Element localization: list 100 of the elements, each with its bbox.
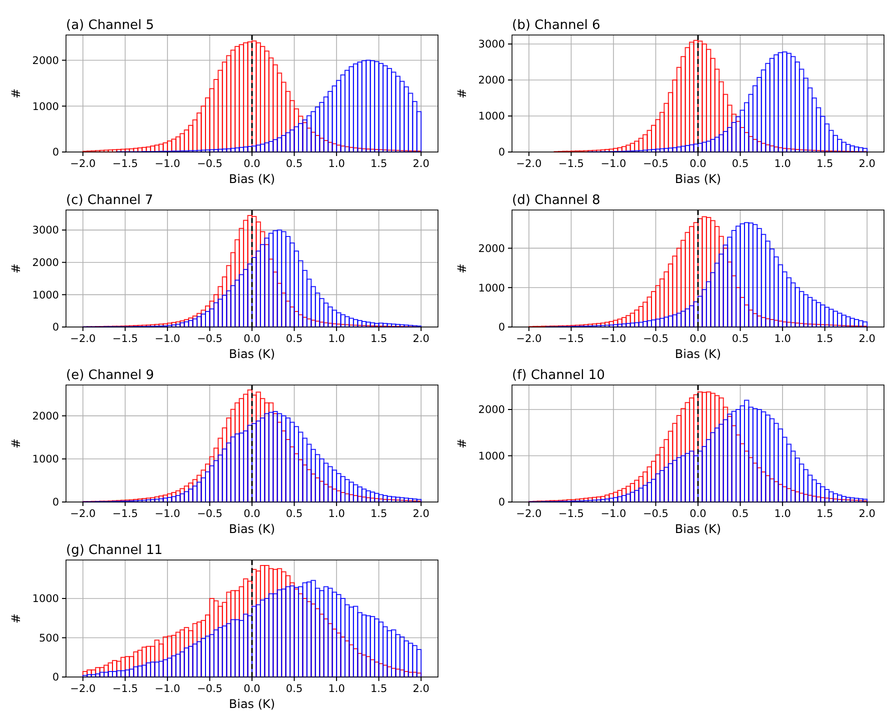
x-tick-label: −0.5 (642, 333, 668, 345)
x-tick-label: −0.5 (642, 158, 668, 170)
x-tick-label: 1.5 (816, 508, 834, 520)
x-tick-label: −0.5 (196, 508, 222, 520)
x-tick-label: −1.5 (112, 158, 138, 170)
x-tick-label: 2.0 (858, 508, 876, 520)
x-tick-label: 0.5 (732, 158, 749, 170)
x-tick-label: 0.0 (244, 333, 260, 345)
x-tick-label: 0.5 (286, 158, 303, 170)
x-tick-label: 2.0 (412, 508, 430, 520)
chart-title: (f) Channel 10 (512, 368, 605, 383)
x-tick-label: 1.0 (328, 683, 345, 695)
y-axis-title: # (455, 438, 469, 449)
y-tick-label: 0 (52, 496, 59, 509)
x-axis-title: Bias (K) (674, 522, 722, 536)
x-tick-label: 1.5 (370, 158, 388, 170)
x-tick-label: −2.0 (516, 333, 542, 345)
y-axis-title: # (455, 88, 469, 99)
chart-title: (b) Channel 6 (512, 18, 600, 33)
x-tick-label: −2.0 (516, 508, 542, 520)
y-tick-label: 1000 (478, 110, 505, 123)
y-axis-title: # (9, 613, 23, 624)
x-tick-label: 2.0 (858, 333, 876, 345)
y-tick-label: 500 (38, 632, 59, 644)
x-tick-label: 0.5 (286, 683, 303, 695)
x-axis-title: Bias (K) (674, 172, 722, 186)
y-tick-label: 2000 (478, 404, 505, 416)
x-tick-label: −1.5 (558, 508, 584, 520)
y-tick-label: 1000 (32, 100, 59, 113)
x-tick-label: 1.0 (774, 508, 791, 520)
x-tick-label: −1.0 (154, 333, 180, 345)
x-tick-label: −1.0 (600, 333, 626, 345)
y-tick-label: 1000 (32, 289, 59, 302)
x-tick-label: 0.0 (690, 508, 706, 520)
x-tick-label: 0.0 (244, 683, 260, 695)
x-tick-label: −2.0 (70, 683, 96, 695)
x-tick-label: 0.5 (286, 508, 303, 520)
x-tick-label: 1.5 (816, 158, 834, 170)
x-tick-label: 2.0 (412, 683, 430, 695)
x-tick-label: −1.5 (558, 333, 584, 345)
chart-title: (g) Channel 11 (66, 543, 163, 558)
x-tick-label: −1.5 (112, 683, 138, 695)
x-axis-title: Bias (K) (228, 347, 276, 361)
y-tick-label: 0 (52, 322, 59, 334)
x-tick-label: −0.5 (642, 508, 668, 520)
x-tick-label: −1.5 (558, 158, 584, 170)
x-tick-label: −1.0 (154, 158, 180, 170)
y-tick-label: 2000 (32, 410, 59, 422)
x-tick-label: 2.0 (412, 333, 430, 345)
x-tick-label: −2.0 (70, 158, 96, 170)
x-tick-label: −2.0 (70, 333, 96, 345)
x-tick-label: −1.5 (112, 508, 138, 520)
x-tick-label: 1.0 (328, 508, 345, 520)
x-tick-label: −0.5 (196, 683, 222, 695)
y-axis-title: # (455, 263, 469, 274)
x-tick-label: 1.5 (370, 508, 388, 520)
x-axis-title: Bias (K) (228, 172, 276, 186)
y-axis-title: # (9, 88, 23, 99)
y-tick-label: 0 (52, 672, 59, 684)
chart-title: (c) Channel 7 (66, 193, 154, 208)
x-tick-label: 2.0 (858, 158, 876, 170)
y-tick-label: 3000 (478, 38, 505, 51)
x-tick-label: −1.0 (154, 508, 180, 520)
x-tick-label: 1.5 (816, 333, 834, 345)
y-tick-label: 1000 (478, 450, 505, 462)
x-tick-label: −1.5 (112, 333, 138, 345)
x-tick-label: 0.0 (244, 158, 260, 170)
x-tick-label: −2.0 (516, 158, 542, 170)
x-tick-label: 1.5 (370, 333, 388, 345)
x-tick-label: −0.5 (196, 158, 222, 170)
x-tick-label: −1.0 (154, 683, 180, 695)
x-axis-title: Bias (K) (674, 347, 722, 361)
x-tick-label: 1.0 (328, 158, 345, 170)
x-tick-label: 1.0 (774, 158, 791, 170)
x-tick-label: 0.0 (690, 158, 706, 170)
y-tick-label: 1000 (32, 454, 59, 466)
x-tick-label: 1.0 (328, 333, 345, 345)
chart-title: (e) Channel 9 (66, 368, 154, 383)
x-tick-label: 0.0 (244, 508, 260, 520)
y-tick-label: 0 (52, 146, 59, 159)
x-tick-label: −1.0 (600, 508, 626, 520)
y-tick-label: 0 (498, 322, 505, 334)
y-tick-label: 1000 (32, 593, 59, 606)
y-tick-label: 3000 (32, 224, 59, 237)
x-axis-title: Bias (K) (228, 697, 276, 711)
y-tick-label: 2000 (478, 242, 505, 255)
x-tick-label: −2.0 (70, 508, 96, 520)
y-tick-label: 2000 (32, 54, 59, 67)
x-tick-label: 2.0 (412, 158, 430, 170)
x-tick-label: 0.5 (732, 508, 749, 520)
y-tick-label: 0 (498, 146, 505, 159)
y-axis-title: # (9, 438, 23, 449)
x-axis-title: Bias (K) (228, 522, 276, 536)
x-tick-label: 1.5 (370, 683, 388, 695)
y-tick-label: 1000 (478, 282, 505, 294)
x-tick-label: −1.0 (600, 158, 626, 170)
chart-title: (a) Channel 5 (66, 18, 154, 33)
x-tick-label: 1.0 (774, 333, 791, 345)
y-axis-title: # (9, 263, 23, 274)
x-tick-label: 0.5 (286, 333, 303, 345)
